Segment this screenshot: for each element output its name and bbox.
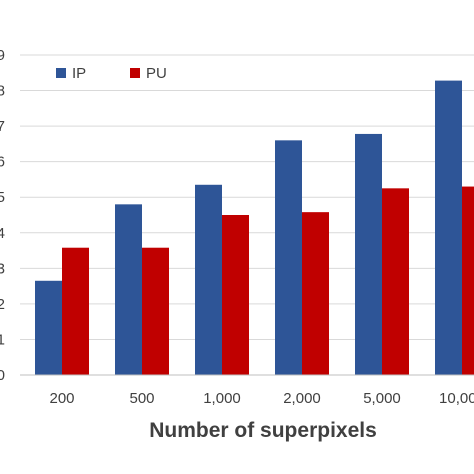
legend-swatch-pu (130, 68, 140, 78)
legend: IP PU (56, 65, 167, 82)
y-tick-label: 4 (0, 225, 5, 242)
bars (35, 80, 474, 375)
bar-pu-2 (222, 215, 249, 375)
bar-ip-1 (115, 204, 142, 375)
legend-swatch-ip (56, 68, 66, 78)
y-tick-label: 1 (0, 331, 5, 348)
y-tick-label: 0 (0, 367, 5, 384)
bar-pu-4 (382, 188, 409, 375)
x-tick-label: 500 (129, 390, 154, 407)
y-tick-label: 8 (0, 83, 5, 100)
bar-pu-5 (462, 186, 474, 375)
bar-pu-3 (302, 212, 329, 375)
y-axis-ticks: 0 1 2 3 4 5 6 7 8 9 (0, 47, 5, 384)
x-tick-label: 1,000 (203, 390, 241, 407)
y-tick-label: 6 (0, 154, 5, 171)
x-tick-label: 200 (49, 390, 74, 407)
bar-ip-4 (355, 133, 382, 375)
y-tick-label: 9 (0, 47, 5, 64)
x-tick-label: 5,000 (363, 390, 401, 407)
bar-ip-2 (195, 184, 222, 375)
y-tick-label: 7 (0, 118, 5, 135)
bar-pu-1 (142, 247, 169, 375)
bar-ip-3 (275, 140, 302, 375)
gridlines (20, 54, 474, 340)
y-tick-label: 5 (0, 189, 5, 206)
legend-label-pu: PU (146, 65, 167, 82)
bar-ip-5 (435, 80, 462, 375)
x-tick-label: 2,000 (283, 390, 321, 407)
bar-ip-0 (35, 280, 62, 375)
x-axis-label: Number of superpixels (149, 419, 377, 442)
x-tick-label: 10,000 (439, 390, 474, 407)
y-tick-label: 3 (0, 260, 5, 277)
x-axis-ticks: 200 500 1,000 2,000 5,000 10,000 (49, 390, 474, 407)
bar-pu-0 (62, 247, 89, 375)
legend-label-ip: IP (72, 65, 86, 82)
y-tick-label: 2 (0, 296, 5, 313)
